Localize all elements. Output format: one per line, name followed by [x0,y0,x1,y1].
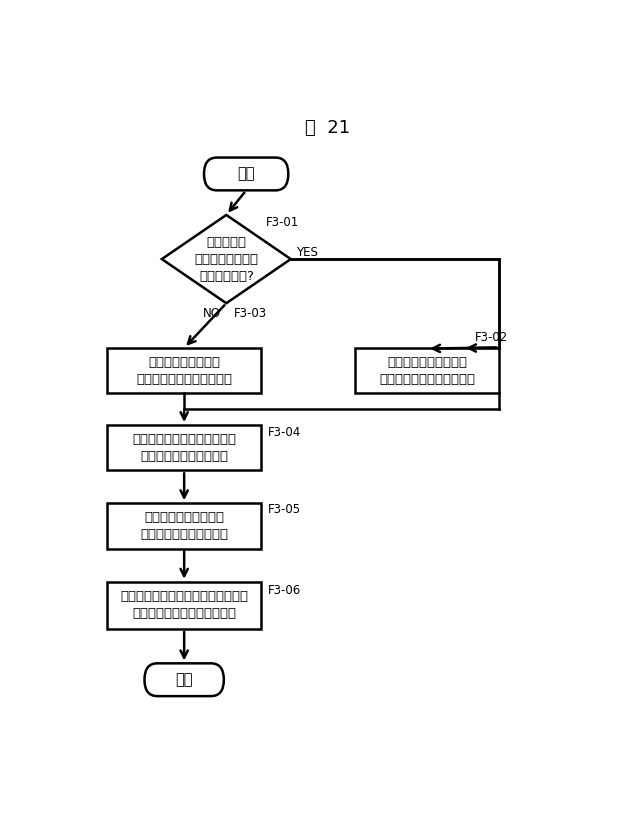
Polygon shape [162,215,291,303]
FancyBboxPatch shape [204,157,289,190]
Text: F3-02: F3-02 [476,331,509,344]
Text: 終了: 終了 [175,672,193,687]
Text: F3-06: F3-06 [268,584,301,597]
Text: 図  21: 図 21 [305,119,351,137]
Text: F3-05: F3-05 [268,503,301,516]
Text: YES: YES [296,247,317,260]
Text: 抽出したメディア処理に対する修正
施策をシナリオ開発者が実施: 抽出したメディア処理に対する修正 施策をシナリオ開発者が実施 [120,590,248,620]
Text: 選択したシナリオに関連した
メディア処理情報を抽出: 選択したシナリオに関連した メディア処理情報を抽出 [132,432,236,463]
Bar [108,581,261,629]
Bar [108,425,261,470]
Text: NO: NO [203,307,221,320]
FancyBboxPatch shape [145,663,224,696]
Text: F3-04: F3-04 [268,426,301,439]
Text: F3-03: F3-03 [234,307,267,320]
Text: 修正対象の
シナリオと類似の
改善例がある?: 修正対象の シナリオと類似の 改善例がある? [195,236,259,283]
Bar [108,503,261,549]
Text: 開始: 開始 [237,166,255,182]
Text: F3-01: F3-01 [266,216,300,229]
Bar [355,348,499,393]
Text: 処理確度が閾値以下の
メディア処理情報を抽出: 処理確度が閾値以下の メディア処理情報を抽出 [140,511,228,541]
Bar [108,348,261,393]
Text: 類似のシナリオの中で
最も相関の高いものを選択: 類似のシナリオの中で 最も相関の高いものを選択 [379,355,475,386]
Text: 修正対象の中で最も
相関の高いシナリオを選択: 修正対象の中で最も 相関の高いシナリオを選択 [136,355,232,386]
